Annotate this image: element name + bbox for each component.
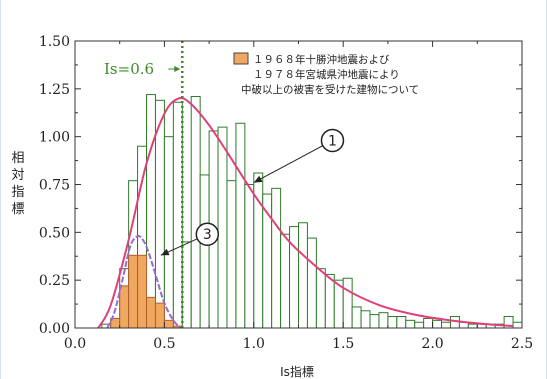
x-tick-label: 0.5	[153, 336, 175, 352]
curve-3	[106, 234, 182, 329]
legend-line-3: 中破以上の被害を受けた建物について	[241, 83, 419, 96]
filled-bar	[128, 254, 139, 329]
y-tick-label: 1.25	[39, 82, 70, 98]
outline-bar	[315, 268, 326, 329]
y-tick-label: 0.25	[39, 273, 70, 289]
outline-bar	[181, 241, 192, 329]
outline-bar	[512, 321, 523, 329]
outline-bar	[172, 101, 183, 329]
outline-bar	[190, 95, 201, 329]
outline-bar	[271, 187, 282, 329]
filled-bar	[163, 319, 174, 329]
callout-3-arrow-head	[160, 248, 170, 256]
x-tick-label: 0.0	[64, 336, 86, 352]
outline-bar	[387, 316, 398, 329]
outline-bars	[101, 94, 523, 329]
y-axis-title-char: 対	[11, 168, 24, 183]
outline-bar	[280, 233, 291, 329]
is-threshold-marker: Is=0.6	[104, 41, 184, 328]
outline-bar	[467, 323, 478, 329]
callouts: 13	[160, 128, 345, 256]
outline-bar	[342, 277, 353, 329]
y-tick-label: 0.75	[39, 178, 70, 194]
x-tick-label: 1.5	[332, 336, 354, 352]
x-tick-label: 2.5	[511, 336, 533, 352]
outline-bar	[199, 174, 210, 329]
callout-1-circle	[320, 128, 345, 153]
outline-bar	[360, 310, 371, 329]
x-axis-title: Is指標	[280, 364, 314, 379]
outline-bar	[298, 222, 308, 329]
outline-bar	[154, 99, 165, 329]
y-tick-label: 1.50	[39, 34, 70, 50]
legend-line-1: １９６８年十勝沖地震および	[253, 53, 390, 66]
y-tick-label: 0.50	[39, 225, 70, 241]
outline-bar	[432, 319, 443, 329]
x-tick-label: 2.0	[421, 336, 443, 352]
legend: １９６８年十勝沖地震および １９７８年宮城県沖地震により 中破以上の被害を受けた…	[233, 52, 419, 96]
outline-bar	[441, 321, 451, 329]
outline-bar	[146, 94, 156, 329]
outline-bar	[405, 319, 416, 329]
outline-bar	[226, 180, 237, 329]
filled-bar	[146, 296, 156, 329]
callout-1-arrow	[253, 145, 324, 184]
outline-bar	[306, 237, 317, 329]
x-tick-label: 1.0	[243, 336, 265, 352]
is-threshold-label: Is=0.6	[104, 60, 154, 78]
y-axis-title-char: 相	[11, 151, 24, 166]
callout-3-label: 3	[203, 227, 212, 243]
outline-bar	[351, 306, 362, 329]
curve-1	[97, 96, 514, 329]
callout-3-circle	[195, 222, 220, 246]
outline-bar	[423, 317, 434, 329]
legend-line-2: １９７８年宮城県沖地震により	[253, 68, 400, 81]
outline-bar	[378, 312, 389, 329]
outline-bar	[414, 321, 425, 329]
filled-bar	[154, 302, 165, 329]
y-axis-title-char: 標	[11, 202, 24, 217]
outline-bar	[369, 314, 380, 329]
outline-bar	[289, 226, 299, 329]
callout-1-arrow-head	[253, 175, 263, 183]
legend-swatch	[233, 52, 249, 65]
outline-bar	[217, 126, 228, 329]
y-axis-title-char: 指	[11, 185, 24, 200]
filled-bar	[137, 254, 148, 329]
y-tick-label: 0.00	[39, 321, 70, 337]
is-threshold-arrow-head	[174, 66, 181, 72]
fitted-curves	[97, 96, 514, 329]
outline-bar	[396, 316, 407, 329]
filled-bar	[119, 285, 130, 329]
outline-bar	[163, 136, 174, 329]
axes: 0.00 0.25 0.50 0.75 1.00 1.25 1.50 0.0 0.5 1.0 1.5…	[39, 34, 533, 352]
callout-1-label: 1	[328, 133, 337, 149]
outline-bar	[324, 273, 335, 329]
outline-bar	[244, 184, 255, 329]
y-tick-label: 1.00	[39, 130, 70, 146]
outline-bar	[235, 122, 246, 329]
